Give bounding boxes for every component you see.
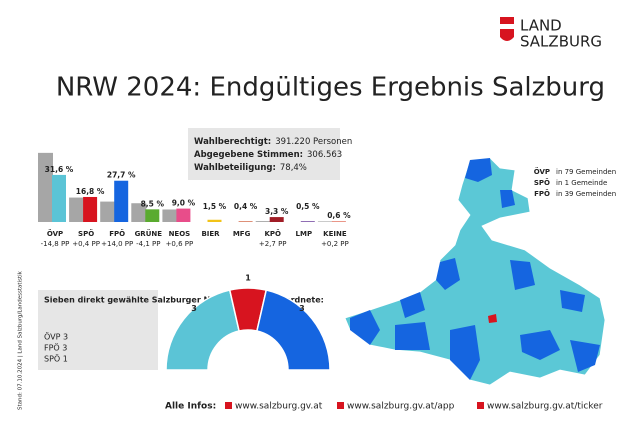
legend-party: SPÖ (534, 178, 550, 187)
change-label: -14,8 PP (41, 240, 70, 248)
previous-bar (69, 197, 85, 222)
value-label: 9,0 % (172, 199, 196, 208)
map-municipality (350, 310, 380, 345)
seat-label: 1 (245, 274, 251, 283)
legend-party: ÖVP (534, 167, 550, 176)
map-municipality (500, 190, 515, 208)
map-municipality (570, 340, 600, 372)
logo (500, 17, 514, 41)
logo-text: LAND (520, 17, 562, 35)
link: www.salzburg.gv.at/app (347, 402, 455, 412)
stats-box (188, 128, 340, 180)
bar (300, 221, 315, 222)
change-label: +0,4 PP (72, 240, 100, 248)
stat-label: Wahlbeteiligung: (194, 163, 276, 173)
value-label: 31,6 % (45, 165, 74, 174)
link: www.salzburg.gv.at/ticker (487, 402, 603, 412)
bar (145, 209, 160, 222)
category-label: MFG (233, 230, 251, 238)
seats-title: Sieben direkt gewählte Salzburger Nation… (44, 296, 324, 305)
value-label: 8,5 % (141, 199, 165, 208)
bar (114, 180, 129, 222)
seats-line: ÖVP 3 (44, 332, 68, 342)
stat-value: 78,4% (280, 163, 307, 173)
value-label: 16,8 % (76, 187, 105, 196)
previous-bar (38, 152, 53, 222)
map-municipality (400, 292, 425, 318)
map-municipality (436, 258, 460, 290)
map-municipality (510, 260, 535, 290)
seats-line: SPÖ 1 (44, 354, 68, 364)
bar (83, 196, 98, 222)
map-municipality (395, 322, 430, 350)
stat-value: 391.220 Personen (275, 137, 352, 147)
value-label: 0,5 % (296, 202, 320, 211)
map-municipality (450, 325, 480, 380)
category-label: GRÜNE (135, 229, 163, 238)
logo-text: SALZBURG (520, 33, 602, 51)
value-label: 1,5 % (203, 202, 227, 211)
map-municipality (560, 290, 585, 312)
link-bullet (225, 402, 232, 409)
bar (52, 174, 66, 222)
category-label: KPÖ (264, 229, 281, 238)
legend-text: in 39 Gemeinden (556, 190, 616, 198)
link-bullet (477, 402, 484, 409)
title: NRW 2024: Endgültiges Ergebnis Salzburg (56, 73, 605, 103)
map (344, 157, 606, 386)
footer-label: Alle Infos: (165, 402, 216, 412)
stat: Abgegebene Stimmen: 306.563 (194, 150, 342, 160)
category-label: SPÖ (78, 229, 94, 238)
category-label: NEOS (169, 230, 191, 238)
previous-bar (317, 221, 333, 222)
seat-segment (256, 289, 331, 371)
bar (331, 221, 346, 222)
previous-bar (162, 209, 178, 222)
category-label: KEINE (323, 230, 347, 238)
side-note: Stand: 07.10.2024 | Land Salzburg/Landes… (18, 270, 24, 410)
legend-text: in 79 Gemeinden (556, 168, 616, 176)
category-label: BIER (201, 230, 220, 238)
map-municipality (520, 330, 560, 360)
stat: Wahlbeteiligung: 78,4% (194, 163, 307, 173)
value-label: 27,7 % (107, 171, 136, 180)
change-label: +14,0 PP (101, 240, 133, 248)
bar (269, 217, 284, 222)
seat-label: 3 (191, 304, 197, 313)
change-label: +2,7 PP (259, 240, 287, 248)
logo-stripe (500, 24, 514, 29)
legend-party: FPÖ (534, 189, 550, 198)
previous-bar (131, 203, 147, 222)
bar (238, 221, 253, 222)
value-label: 0,4 % (234, 202, 258, 211)
change-label: -4,1 PP (136, 240, 160, 248)
stat-label: Wahlberechtigt: (194, 137, 271, 147)
bar (207, 219, 222, 222)
value-label: 3,3 % (265, 207, 289, 216)
previous-bar (100, 201, 116, 222)
value-label: 0,6 % (327, 211, 351, 220)
change-label: +0,2 PP (321, 240, 349, 248)
category-label: FPÖ (109, 229, 125, 238)
change-label: +0,6 PP (166, 240, 194, 248)
stat: Wahlberechtigt: 391.220 Personen (194, 137, 352, 147)
seats-line: FPÖ 3 (44, 343, 67, 353)
map-municipality (488, 314, 497, 323)
link-bullet (337, 402, 344, 409)
category-label: ÖVP (47, 229, 63, 238)
previous-bar (255, 221, 271, 222)
stat-value: 306.563 (307, 150, 342, 160)
category-label: LMP (296, 230, 313, 238)
stat-label: Abgegebene Stimmen: (194, 150, 303, 160)
bar (176, 208, 191, 222)
map-municipality (465, 158, 492, 182)
legend-text: in 1 Gemeinde (556, 179, 607, 187)
link: www.salzburg.gv.at (235, 402, 323, 412)
seats-box (38, 290, 158, 370)
seat-label: 3 (299, 304, 305, 313)
